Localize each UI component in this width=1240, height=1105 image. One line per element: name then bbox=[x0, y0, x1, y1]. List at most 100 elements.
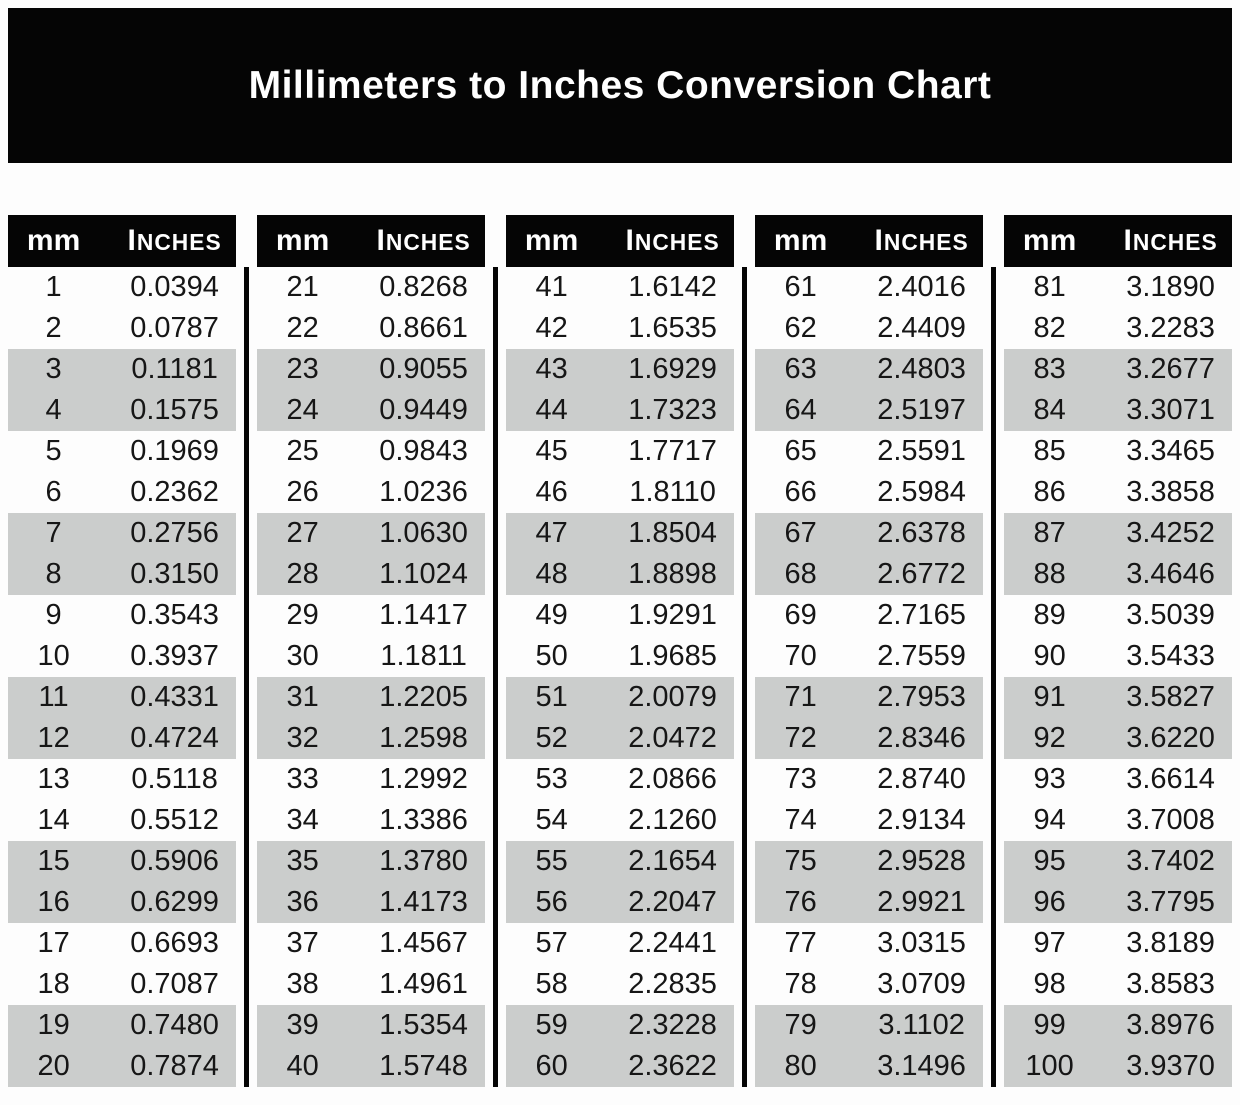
table-row: 50 1.9685 bbox=[506, 636, 734, 677]
mm-value: 62 bbox=[784, 312, 817, 344]
inches-value: 1.5748 bbox=[379, 1050, 468, 1082]
mm-value: 85 bbox=[1033, 435, 1066, 467]
mm-value: 88 bbox=[1033, 558, 1066, 590]
inches-value: 0.5906 bbox=[130, 845, 219, 877]
table-row: 27 1.0630 bbox=[257, 513, 485, 554]
mm-value: 11 bbox=[38, 681, 69, 713]
mm-value: 30 bbox=[286, 640, 319, 672]
tables-container: mm INCHES 1 0.0394 2 0.0787 3 0.1181 4 0.1575 5 0.1… bbox=[8, 215, 1232, 1087]
table-row: 2 0.0787 bbox=[8, 308, 236, 349]
inches-value: 1.5354 bbox=[379, 1009, 468, 1041]
table-row: 89 3.5039 bbox=[1004, 595, 1232, 636]
inches-value: 0.8268 bbox=[379, 271, 468, 303]
mm-value: 60 bbox=[535, 1050, 568, 1082]
mm-column-header: mm bbox=[524, 224, 579, 257]
inches-value: 3.1890 bbox=[1126, 271, 1215, 303]
inches-value: 2.4803 bbox=[877, 353, 966, 385]
table-row: 34 1.3386 bbox=[257, 800, 485, 841]
table-row: 90 3.5433 bbox=[1004, 636, 1232, 677]
inches-value: 0.2756 bbox=[130, 517, 219, 549]
table-row: 12 0.4724 bbox=[8, 718, 236, 759]
inches-value: 2.9528 bbox=[877, 845, 966, 877]
inches-value: 2.9134 bbox=[877, 804, 966, 836]
mm-value: 89 bbox=[1033, 599, 1066, 631]
mm-value: 16 bbox=[37, 886, 70, 918]
inches-value: 1.3780 bbox=[379, 845, 468, 877]
mm-value: 2 bbox=[45, 312, 62, 344]
inches-value: 0.5118 bbox=[131, 763, 218, 795]
inches-value: 3.1496 bbox=[877, 1050, 966, 1082]
mm-value: 81 bbox=[1033, 271, 1066, 303]
mm-value: 96 bbox=[1033, 886, 1066, 918]
table-row: 76 2.9921 bbox=[755, 882, 983, 923]
inches-value: 1.8898 bbox=[628, 558, 717, 590]
mm-value: 14 bbox=[37, 804, 70, 836]
table-row: 92 3.6220 bbox=[1004, 718, 1232, 759]
conversion-table-5: mm INCHES 81 3.1890 82 3.2283 83 3.2677 84 3.3071… bbox=[1004, 215, 1232, 1087]
inches-value: 2.9921 bbox=[877, 886, 966, 918]
inches-value: 3.9370 bbox=[1126, 1050, 1215, 1082]
mm-value: 48 bbox=[535, 558, 568, 590]
inches-value: 2.4016 bbox=[877, 271, 966, 303]
mm-value: 24 bbox=[286, 394, 319, 426]
mm-value: 13 bbox=[37, 763, 70, 795]
inches-value: 1.2598 bbox=[379, 722, 468, 754]
table-row: 28 1.1024 bbox=[257, 554, 485, 595]
table-row: 65 2.5591 bbox=[755, 431, 983, 472]
inches-value: 2.8740 bbox=[877, 763, 966, 795]
inches-value: 3.4646 bbox=[1126, 558, 1215, 590]
inches-value: 3.6614 bbox=[1126, 763, 1215, 795]
inches-value: 3.0315 bbox=[877, 927, 966, 959]
mm-value: 43 bbox=[535, 353, 568, 385]
mm-value: 12 bbox=[37, 722, 70, 754]
page-title: Millimeters to Inches Conversion Chart bbox=[248, 63, 992, 107]
inches-value: 3.8583 bbox=[1126, 968, 1215, 1000]
mm-value: 53 bbox=[535, 763, 568, 795]
mm-value: 84 bbox=[1033, 394, 1066, 426]
table-row: 47 1.8504 bbox=[506, 513, 734, 554]
inches-value: 2.2441 bbox=[628, 927, 717, 959]
table-row: 5 0.1969 bbox=[8, 431, 236, 472]
inches-value: 2.6772 bbox=[877, 558, 966, 590]
inches-value: 0.1969 bbox=[130, 435, 219, 467]
inches-value: 3.1102 bbox=[878, 1009, 965, 1041]
inches-value: 3.2283 bbox=[1126, 312, 1215, 344]
table-row: 42 1.6535 bbox=[506, 308, 734, 349]
inches-value: 0.3543 bbox=[130, 599, 219, 631]
inches-column-header: INCHES bbox=[127, 224, 222, 257]
table-row: 20 0.7874 bbox=[8, 1046, 236, 1087]
table-header: mm INCHES bbox=[1004, 215, 1232, 267]
table-header: mm INCHES bbox=[506, 215, 734, 267]
mm-column-header: mm bbox=[1022, 224, 1077, 257]
table-row: 7 0.2756 bbox=[8, 513, 236, 554]
inches-value: 2.2047 bbox=[628, 886, 717, 918]
mm-value: 65 bbox=[784, 435, 817, 467]
inches-value: 0.1575 bbox=[130, 394, 219, 426]
mm-value: 61 bbox=[784, 271, 817, 303]
table-row: 31 1.2205 bbox=[257, 677, 485, 718]
mm-value: 68 bbox=[784, 558, 817, 590]
column-divider bbox=[493, 267, 498, 1087]
table-row: 44 1.7323 bbox=[506, 390, 734, 431]
inches-value: 2.7559 bbox=[877, 640, 966, 672]
mm-value: 78 bbox=[784, 968, 817, 1000]
table-row: 79 3.1102 bbox=[755, 1005, 983, 1046]
inches-value: 1.8110 bbox=[629, 476, 716, 508]
table-row: 80 3.1496 bbox=[755, 1046, 983, 1087]
inches-value: 3.3465 bbox=[1126, 435, 1215, 467]
mm-value: 36 bbox=[286, 886, 319, 918]
inches-value: 0.6693 bbox=[130, 927, 219, 959]
table-row: 68 2.6772 bbox=[755, 554, 983, 595]
table-row: 6 0.2362 bbox=[8, 472, 236, 513]
mm-value: 46 bbox=[535, 476, 568, 508]
inches-value: 3.8976 bbox=[1126, 1009, 1215, 1041]
mm-value: 76 bbox=[784, 886, 817, 918]
table-row: 24 0.9449 bbox=[257, 390, 485, 431]
table-row: 49 1.9291 bbox=[506, 595, 734, 636]
mm-value: 1 bbox=[45, 271, 62, 303]
mm-value: 95 bbox=[1033, 845, 1066, 877]
table-header: mm INCHES bbox=[257, 215, 485, 267]
table-rows: 21 0.8268 22 0.8661 23 0.9055 24 0.9449 25 0.9843… bbox=[257, 267, 485, 1087]
table-row: 3 0.1181 bbox=[8, 349, 236, 390]
